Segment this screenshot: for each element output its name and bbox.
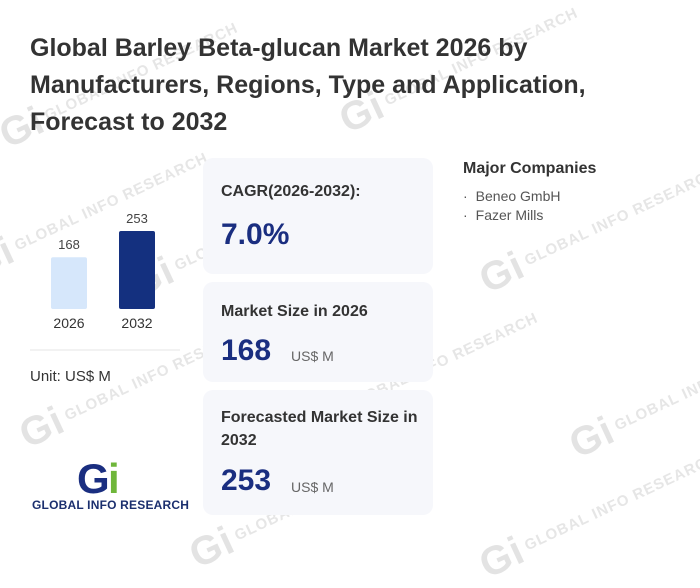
- company-logo: G i GLOBAL INFO RESEARCH: [32, 455, 189, 515]
- unit-label: Unit: US$ M: [30, 368, 111, 385]
- forecast-value: 253: [221, 464, 272, 497]
- cagr-card: CAGR(2026-2032): 7.0%: [203, 158, 433, 274]
- company-item: Fazer Mills: [463, 207, 596, 223]
- cagr-value: 7.0%: [221, 218, 290, 251]
- watermark: GiGLOBAL INFO RESEARCH: [562, 329, 700, 467]
- cagr-label: CAGR(2026-2032):: [221, 183, 361, 200]
- svg-text:G: G: [77, 455, 110, 500]
- companies-heading: Major Companies: [463, 160, 597, 177]
- market-size-unit: US$ M: [291, 348, 334, 364]
- forecast-label: Forecasted Market Size in 2032: [221, 409, 418, 449]
- market-size-card: Market Size in 2026 168 US$ M: [203, 282, 433, 382]
- page-title: Global Barley Beta-glucan Market 2026 by…: [30, 34, 586, 136]
- x-tick-label: 2032: [121, 315, 152, 331]
- bar-value-label: 168: [58, 237, 80, 252]
- bar-2026: [51, 257, 87, 309]
- companies-list: Beneo GmbH Fazer Mills: [463, 188, 596, 223]
- major-companies: Major Companies Beneo GmbH Fazer Mills: [463, 160, 596, 226]
- bar-chart: 168 2026 253 2032: [30, 211, 180, 351]
- bar-value-label: 253: [126, 211, 148, 226]
- logo-mark: G i: [77, 455, 120, 502]
- svg-text:i: i: [108, 455, 120, 500]
- bar-2032: [119, 231, 155, 309]
- market-size-value: 168: [221, 334, 272, 367]
- market-size-label: Market Size in 2026: [221, 303, 368, 320]
- watermark: GiGLOBAL INFO RESEARCH: [472, 449, 700, 587]
- logo-text: GLOBAL INFO RESEARCH: [32, 498, 190, 512]
- company-item: Beneo GmbH: [463, 188, 596, 204]
- forecast-unit: US$ M: [291, 479, 334, 495]
- x-tick-label: 2026: [53, 315, 84, 331]
- forecast-card: Forecasted Market Size in 2032 253 US$ M: [203, 390, 433, 515]
